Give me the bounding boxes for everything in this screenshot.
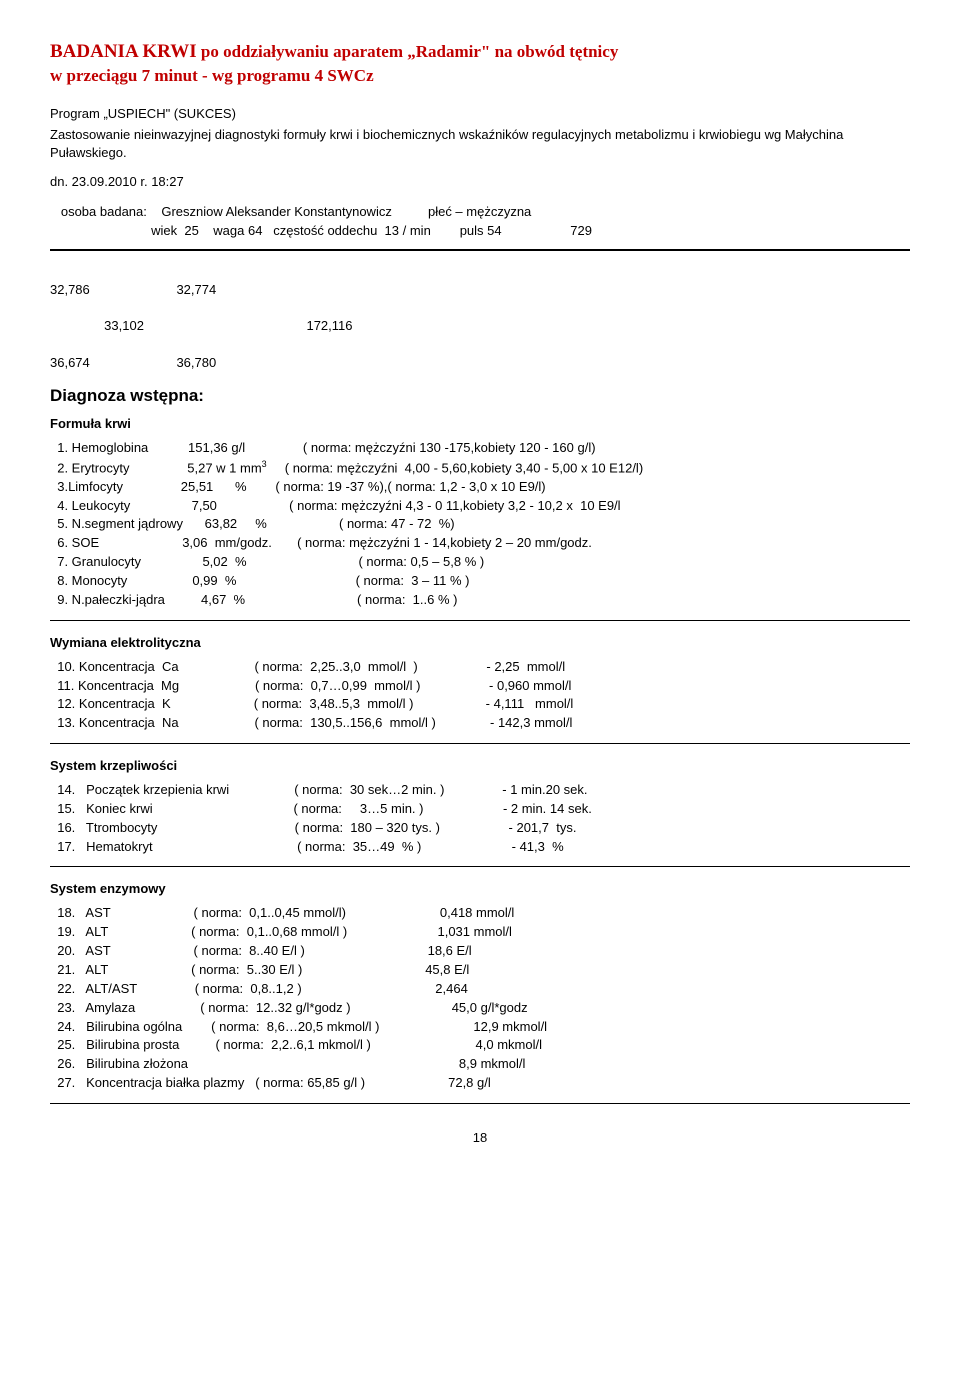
subject-name: Greszniow Aleksander Konstantynowicz xyxy=(161,204,392,219)
divider xyxy=(50,249,910,251)
divider xyxy=(50,620,910,621)
divider xyxy=(50,866,910,867)
electrolyte-list: 10. Koncentracja Ca ( norma: 2,25..3,0 m… xyxy=(50,658,910,733)
formula-list: 1. Hemoglobina 151,36 g/l ( norma: mężcz… xyxy=(50,439,910,610)
page-number: 18 xyxy=(50,1130,910,1145)
subject-row: osoba badana: Greszniow Aleksander Konst… xyxy=(50,203,910,222)
enzyme-list: 18. AST ( norma: 0,1..0,45 mmol/l) 0,418… xyxy=(50,904,910,1092)
list-item: 25. Bilirubina prosta ( norma: 2,2..6,1 … xyxy=(50,1036,910,1055)
list-item: 1. Hemoglobina 151,36 g/l ( norma: mężcz… xyxy=(50,439,910,458)
coagulation-heading: System krzepliwości xyxy=(50,758,910,773)
list-item: 23. Amylaza ( norma: 12..32 g/l*godz ) 4… xyxy=(50,999,910,1018)
list-item: 12. Koncentracja K ( norma: 3,48..5,3 mm… xyxy=(50,695,910,714)
num-row: 32,786 32,774 xyxy=(50,282,216,297)
list-item: 9. N.pałeczki-jądra 4,67 % ( norma: 1..6… xyxy=(50,591,910,610)
list-item: 3.Limfocyty 25,51 % ( norma: 19 -37 %),(… xyxy=(50,478,910,497)
coagulation-list: 14. Początek krzepienia krwi ( norma: 30… xyxy=(50,781,910,856)
list-item: 5. N.segment jądrowy 63,82 % ( norma: 47… xyxy=(50,515,910,534)
formula-heading: Formuła krwi xyxy=(50,416,910,431)
list-item: 22. ALT/AST ( norma: 0,8..1,2 ) 2,464 xyxy=(50,980,910,999)
divider xyxy=(50,743,910,744)
list-item: 27. Koncentracja białka plazmy ( norma: … xyxy=(50,1074,910,1093)
list-item: 6. SOE 3,06 mm/godz. ( norma: mężczyźni … xyxy=(50,534,910,553)
electrolyte-heading: Wymiana elektrolityczna xyxy=(50,635,910,650)
title-rest-1: po oddziaływaniu aparatem „Radamir" na o… xyxy=(197,42,619,61)
list-item: 8. Monocyty 0,99 % ( norma: 3 – 11 % ) xyxy=(50,572,910,591)
list-item: 7. Granulocyty 5,02 % ( norma: 0,5 – 5,8… xyxy=(50,553,910,572)
list-item: 21. ALT ( norma: 5..30 E/l ) 45,8 E/l xyxy=(50,961,910,980)
subject-details: wiek 25 waga 64 częstość oddechu 13 / mi… xyxy=(50,222,910,241)
list-item: 13. Koncentracja Na ( norma: 130,5..156,… xyxy=(50,714,910,733)
subject-label: osoba badana: xyxy=(61,204,147,219)
list-item: 10. Koncentracja Ca ( norma: 2,25..3,0 m… xyxy=(50,658,910,677)
list-item: 17. Hematokryt ( norma: 35…49 % ) - 41,3… xyxy=(50,838,910,857)
list-item: 16. Ttrombocyty ( norma: 180 – 320 tys. … xyxy=(50,819,910,838)
enzyme-heading: System enzymowy xyxy=(50,881,910,896)
num-row: 33,102 172,116 xyxy=(50,318,353,333)
num-row: 36,674 36,780 xyxy=(50,355,216,370)
document-title: BADANIA KRWI po oddziaływaniu aparatem „… xyxy=(50,40,910,87)
list-item: 19. ALT ( norma: 0,1..0,68 mmol/l ) 1,03… xyxy=(50,923,910,942)
program-name: Program „USPIECH" (SUKCES) xyxy=(50,105,910,123)
list-item: 26. Bilirubina złożona 8,9 mkmol/l xyxy=(50,1055,910,1074)
datetime-line: dn. 23.09.2010 r. 18:27 xyxy=(50,173,910,191)
title-main: BADANIA KRWI xyxy=(50,41,197,62)
list-item: 11. Koncentracja Mg ( norma: 0,7…0,99 mm… xyxy=(50,677,910,696)
list-item: 4. Leukocyty 7,50 ( norma: mężczyźni 4,3… xyxy=(50,497,910,516)
subject-sex: płeć – mężczyzna xyxy=(428,204,531,219)
divider xyxy=(50,1103,910,1104)
list-item: 15. Koniec krwi ( norma: 3…5 min. ) - 2 … xyxy=(50,800,910,819)
list-item: 20. AST ( norma: 8..40 E/l ) 18,6 E/l xyxy=(50,942,910,961)
diagnosis-heading: Diagnoza wstępna: xyxy=(50,386,910,406)
list-item: 24. Bilirubina ogólna ( norma: 8,6…20,5 … xyxy=(50,1018,910,1037)
numbers-block: 32,786 32,774 33,102 172,116 36,674 36,7… xyxy=(50,263,910,372)
list-item: 14. Początek krzepienia krwi ( norma: 30… xyxy=(50,781,910,800)
program-desc: Zastosowanie nieinwazyjnej diagnostyki f… xyxy=(50,126,910,161)
title-line-2: w przeciągu 7 minut - wg programu 4 SWCz xyxy=(50,66,374,85)
list-item: 2. Erytrocyty 5,27 w 1 mm3 ( norma: mężc… xyxy=(50,458,910,478)
list-item: 18. AST ( norma: 0,1..0,45 mmol/l) 0,418… xyxy=(50,904,910,923)
